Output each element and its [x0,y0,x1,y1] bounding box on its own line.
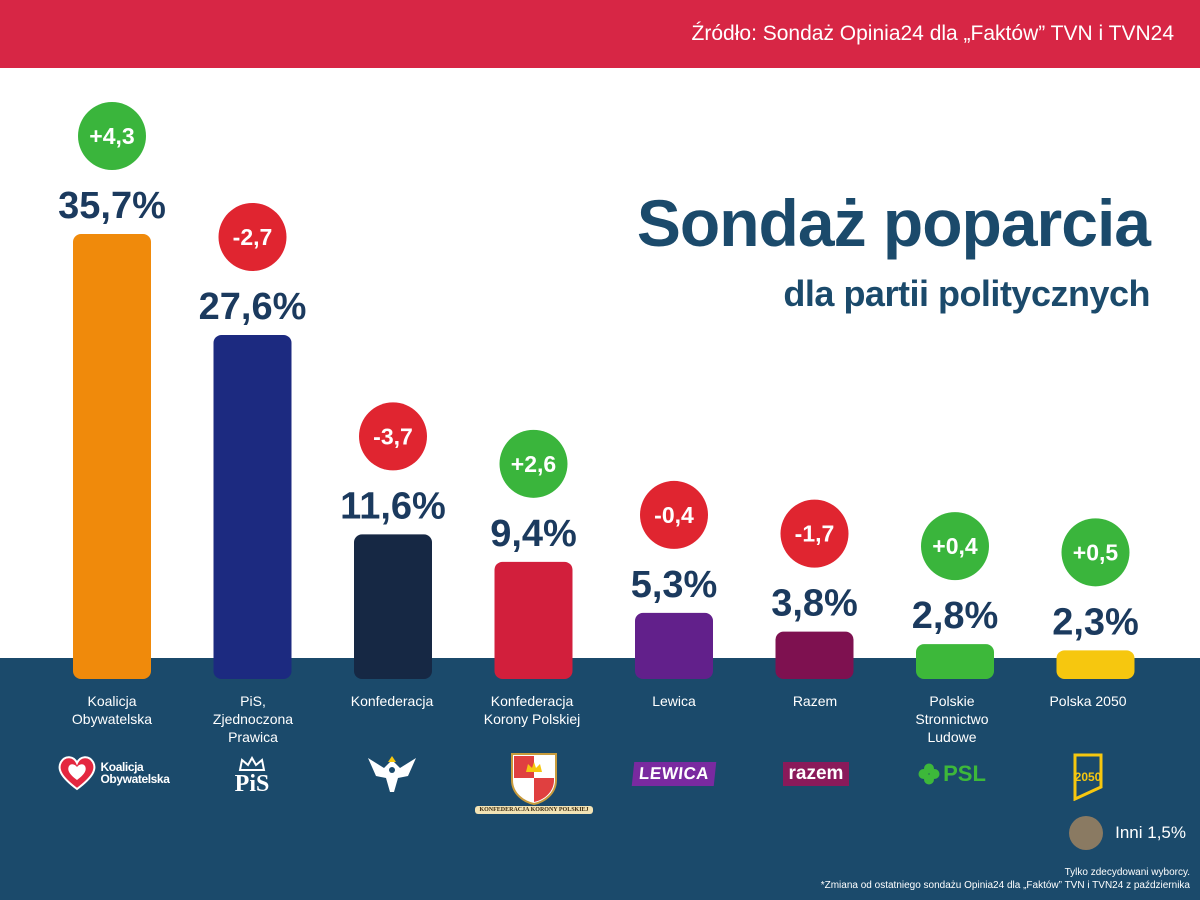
bar-koalicja-obywatelska [73,234,151,679]
bar-konfederacja-korony-polskiej [494,561,573,679]
change-label-polska-2050: +0,5 [1073,539,1119,565]
change-badge-konfederacja [359,402,427,471]
page-subtitle: dla partii politycznych [783,273,1150,314]
value-label-pis: 27,6% [199,286,307,328]
value-label-polska-2050: 2,3% [1052,601,1139,643]
bottom-band [0,658,1200,900]
bar-pis [213,334,292,679]
clover-icon [918,763,940,785]
logo-pis: PiS [222,752,282,800]
polska2050-logo-text: 2050 [1075,770,1102,784]
source-text: Źródło: Sondaż Opinia24 dla „Faktów” TVN… [691,22,1174,45]
change-label-konfederacja-korony-polskiej: +2,6 [511,451,556,477]
value-label-lewica: 5,3% [631,564,718,606]
logo-konfederacja [362,748,422,798]
logo-koalicja-obywatelska: Koalicja Obywatelska [48,752,178,794]
bar-razem [775,631,854,679]
others-dot [1069,816,1104,850]
change-badge-pis [218,202,287,271]
others-legend: Inni 1,5% [1069,816,1186,850]
label-razem: Razem [792,693,838,709]
label-pis: PiS, Zjednoczona Prawica [212,693,294,745]
bar-lewica [635,612,713,679]
label-lewica: Lewica [652,693,696,709]
change-badge-lewica [640,480,708,549]
change-label-konfederacja: -3,7 [373,423,413,449]
label-polska-2050: Polska 2050 [1049,693,1127,709]
bar-konfederacja [354,534,432,679]
value-label-koalicja-obywatelska: 35,7% [58,185,166,227]
bar-polska-2050 [1056,650,1135,679]
change-label-koalicja-obywatelska: +4,3 [89,123,134,149]
note-change: *Zmiana od ostatniego sondażu Opinia24 d… [820,880,1190,891]
top-banner: Źródło: Sondaż Opinia24 dla „Faktów” TVN… [0,0,1200,68]
logo-polska-2050: 2050 [1068,750,1108,802]
change-label-lewica: -0,4 [654,502,694,528]
label-koalicja-obywatelska: Koalicja Obywatelska [71,693,153,727]
label-konfederacja-korony-polskiej: Konfederacja Korony Polskiej [483,693,581,727]
change-badge-psl [921,512,989,581]
change-badge-razem [780,499,849,568]
change-badge-koalicja-obywatelska [78,102,146,170]
logo-lewica: LEWICA [631,760,717,788]
logo-konfederacja-korony-polskiej: KONFEDERACJA KORONY POLSKIEJ [475,746,593,818]
footnotes: Tylko zdecydowani wyborcy. *Zmiana od os… [821,866,1190,892]
crown-icon [238,756,266,771]
label-konfederacja: Konfederacja [350,693,434,709]
change-badge-polska-2050 [1061,518,1130,587]
value-label-razem: 3,8% [771,583,858,625]
coat-of-arms-icon [511,753,557,806]
others-label: Inni 1,5% [1115,823,1186,842]
change-label-psl: +0,4 [932,533,978,559]
change-label-pis: -2,7 [233,224,273,250]
logo-razem: razem [776,760,856,788]
eagle-icon [368,756,416,792]
note-decided-voters: Tylko zdecydowani wyborcy. [1064,867,1190,878]
bar-psl [916,644,994,679]
page-title: Sondaż poparcia [636,186,1151,260]
polska2050-icon: 2050 [1073,753,1103,801]
logo-psl: PSL [914,758,990,790]
value-label-konfederacja: 11,6% [340,485,446,527]
value-label-psl: 2,8% [912,595,999,637]
change-label-razem: -1,7 [795,521,835,547]
label-psl: Polskie Stronnictwo Ludowe [915,693,989,745]
change-badge-konfederacja-korony-polskiej [499,429,568,498]
value-label-konfederacja-korony-polskiej: 9,4% [490,513,577,555]
heart-icon [58,756,95,791]
